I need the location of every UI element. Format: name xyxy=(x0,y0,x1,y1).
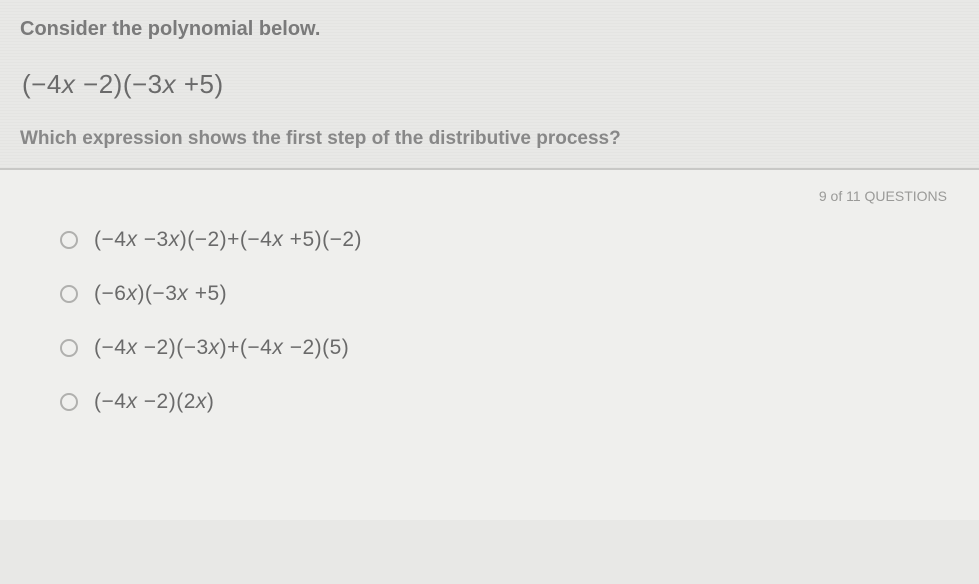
option-text: (−6x)(−3x +5) xyxy=(94,282,227,306)
option-row[interactable]: (−4x −3x)(−2)+(−4x +5)(−2) xyxy=(60,228,959,252)
option-row[interactable]: (−4x −2)(2x) xyxy=(60,390,959,414)
answer-section: 9 of 11 QUESTIONS (−4x −3x)(−2)+(−4x +5)… xyxy=(0,170,979,520)
progress-label: of 11 QUESTIONS xyxy=(831,188,947,204)
polynomial-expression: (−4x −2)(−3x +5) xyxy=(22,69,959,100)
progress-current: 9 xyxy=(819,188,827,204)
options-list: (−4x −3x)(−2)+(−4x +5)(−2) (−6x)(−3x +5)… xyxy=(60,228,959,414)
option-row[interactable]: (−4x −2)(−3x)+(−4x −2)(5) xyxy=(60,336,959,360)
option-text: (−4x −3x)(−2)+(−4x +5)(−2) xyxy=(94,228,362,252)
instruction-text: Consider the polynomial below. xyxy=(20,18,959,41)
option-text: (−4x −2)(−3x)+(−4x −2)(5) xyxy=(94,336,349,360)
radio-button[interactable] xyxy=(60,393,78,411)
question-prompt: Which expression shows the first step of… xyxy=(20,128,959,150)
option-row[interactable]: (−6x)(−3x +5) xyxy=(60,282,959,306)
progress-indicator: 9 of 11 QUESTIONS xyxy=(819,188,947,204)
radio-button[interactable] xyxy=(60,285,78,303)
question-section: Consider the polynomial below. (−4x −2)(… xyxy=(0,0,979,170)
radio-button[interactable] xyxy=(60,339,78,357)
radio-button[interactable] xyxy=(60,231,78,249)
option-text: (−4x −2)(2x) xyxy=(94,390,214,414)
